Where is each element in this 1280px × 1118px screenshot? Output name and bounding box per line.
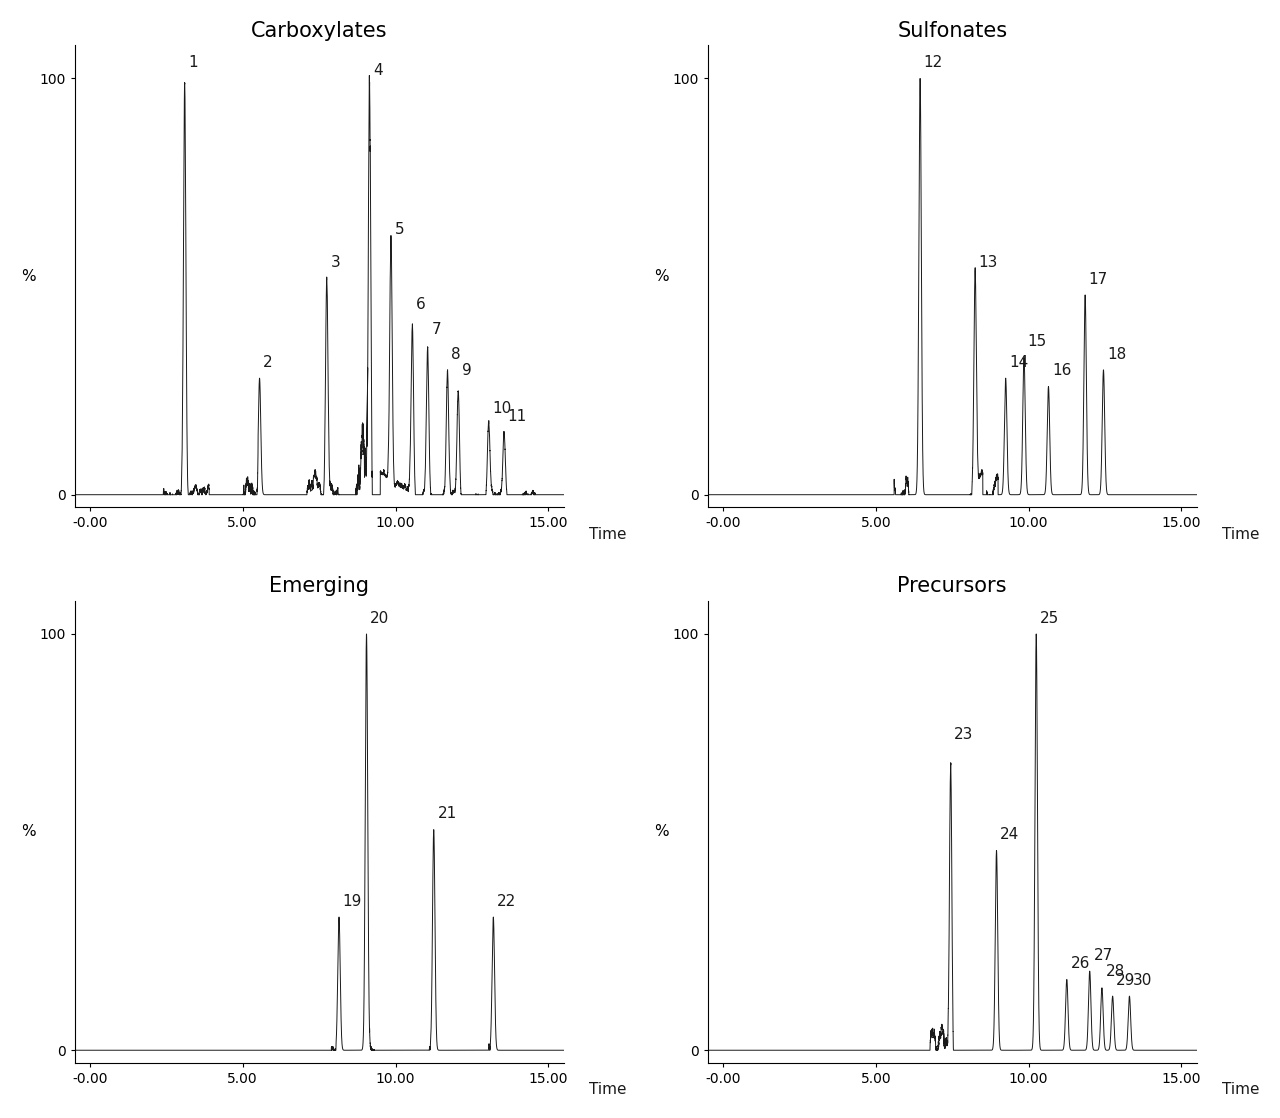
Text: 26: 26 — [1070, 956, 1089, 972]
Text: Time: Time — [589, 1082, 626, 1097]
Text: 19: 19 — [343, 893, 362, 909]
Text: 10: 10 — [493, 400, 512, 416]
Title: Carboxylates: Carboxylates — [251, 21, 388, 41]
Text: 4: 4 — [374, 64, 383, 78]
Text: 24: 24 — [1000, 827, 1019, 842]
Text: Time: Time — [1221, 527, 1260, 541]
Text: 17: 17 — [1089, 272, 1108, 286]
Text: 3: 3 — [330, 255, 340, 269]
Y-axis label: %: % — [20, 824, 36, 840]
Text: 2: 2 — [264, 354, 273, 370]
Text: 23: 23 — [955, 727, 974, 742]
Title: Emerging: Emerging — [269, 577, 369, 596]
Y-axis label: %: % — [654, 268, 668, 284]
Title: Precursors: Precursors — [897, 577, 1007, 596]
Text: 8: 8 — [451, 347, 461, 361]
Title: Sulfonates: Sulfonates — [897, 21, 1007, 41]
Text: 16: 16 — [1052, 363, 1071, 378]
Text: Time: Time — [589, 527, 626, 541]
Text: 28: 28 — [1106, 965, 1125, 979]
Y-axis label: %: % — [654, 824, 668, 840]
Text: 1: 1 — [188, 55, 198, 70]
Text: Time: Time — [1221, 1082, 1260, 1097]
Text: 21: 21 — [438, 806, 457, 822]
Text: 27: 27 — [1093, 948, 1112, 963]
Text: 12: 12 — [924, 55, 943, 70]
Text: 29: 29 — [1116, 973, 1135, 988]
Text: 22: 22 — [497, 893, 516, 909]
Text: 15: 15 — [1028, 334, 1047, 349]
Text: 5: 5 — [394, 221, 404, 237]
Text: 9: 9 — [462, 363, 471, 378]
Text: 20: 20 — [370, 610, 389, 626]
Text: 11: 11 — [508, 409, 527, 424]
Text: 25: 25 — [1039, 610, 1059, 626]
Text: 7: 7 — [431, 322, 440, 337]
Text: 18: 18 — [1107, 347, 1126, 361]
Text: 6: 6 — [416, 296, 426, 312]
Text: 13: 13 — [979, 255, 998, 269]
Y-axis label: %: % — [20, 268, 36, 284]
Text: 30: 30 — [1133, 973, 1152, 988]
Text: 14: 14 — [1010, 354, 1029, 370]
